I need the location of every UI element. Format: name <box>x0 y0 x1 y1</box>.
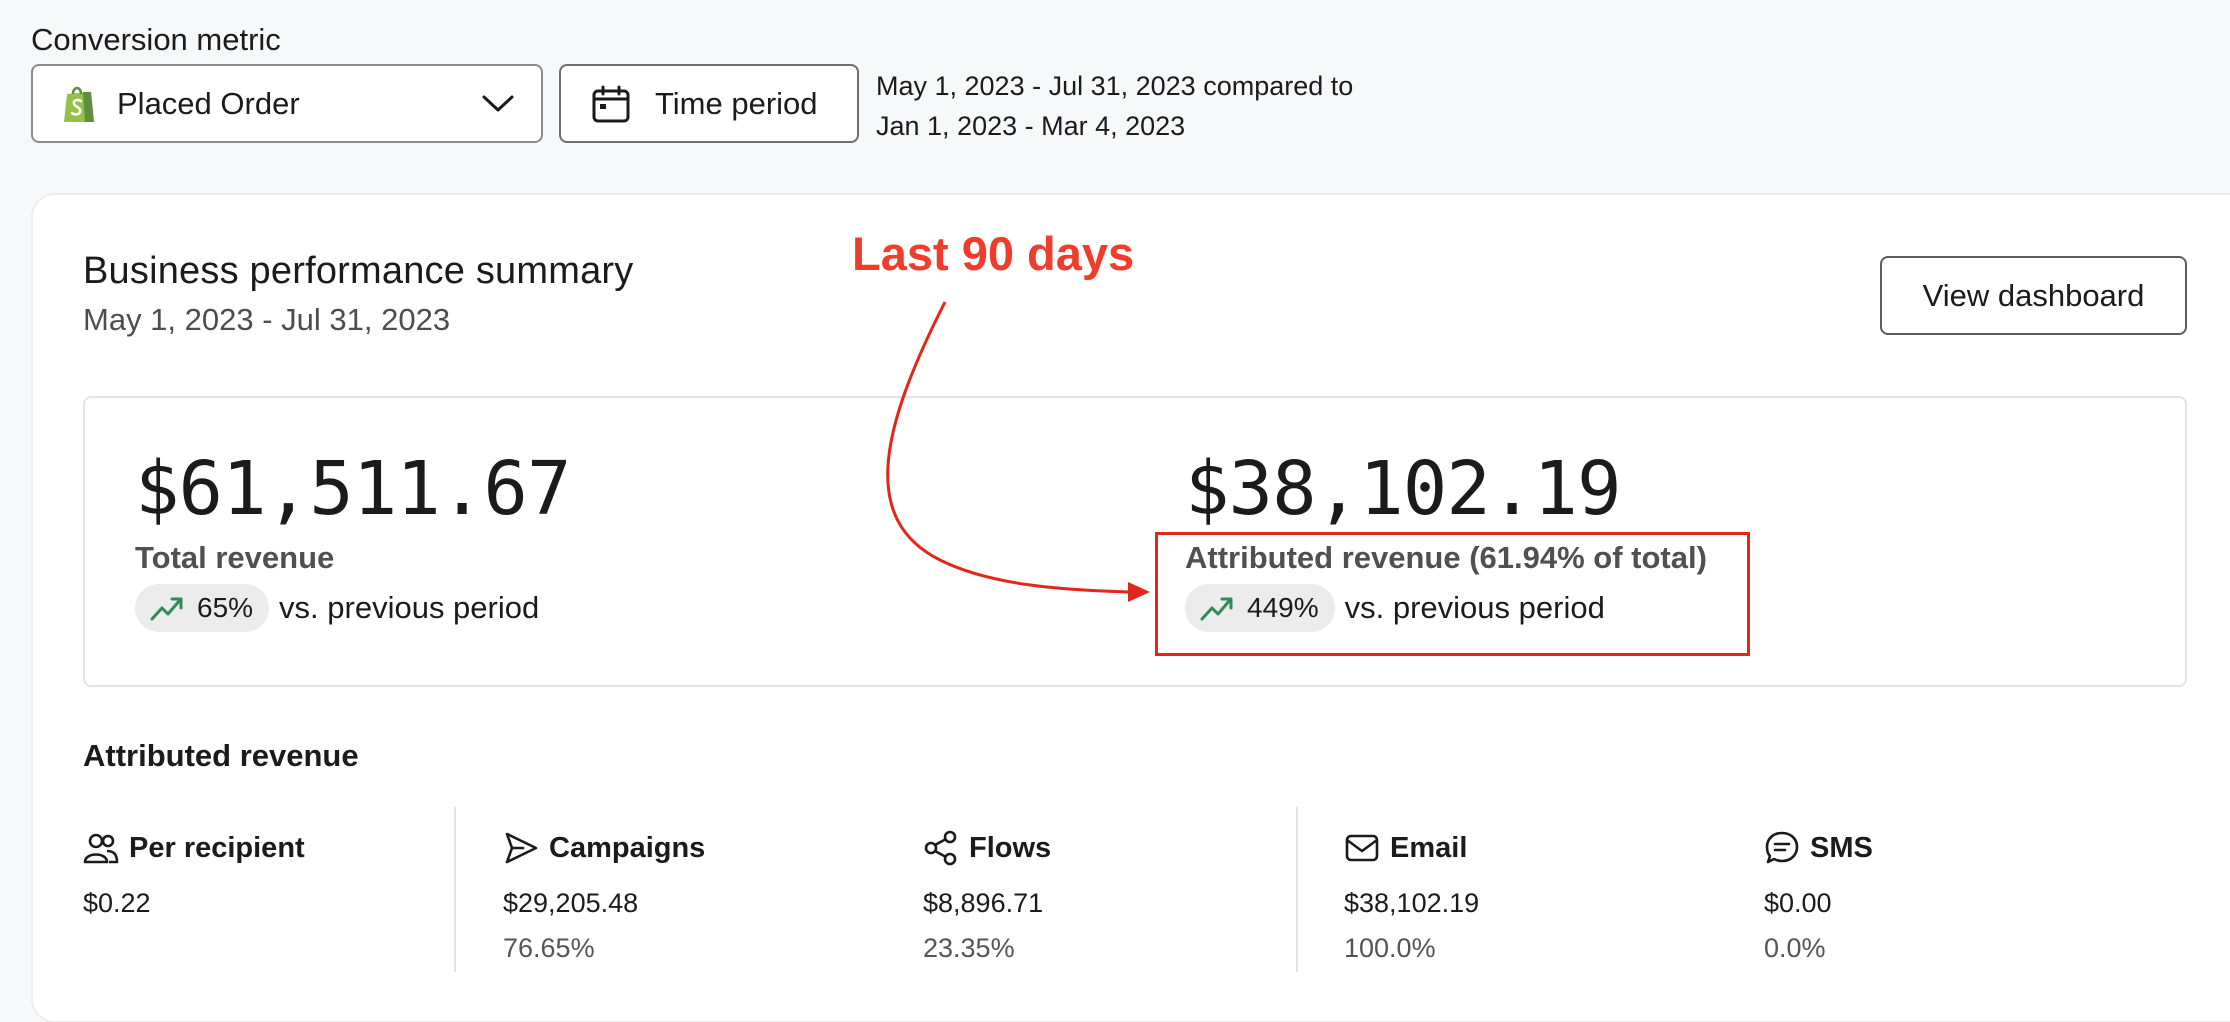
attributed-revenue-label: Attributed revenue (61.94% of total) <box>1185 540 1707 575</box>
stat-campaigns: Campaigns $29,205.48 76.65% <box>503 830 883 964</box>
divider <box>454 807 456 972</box>
stat-value: $0.22 <box>83 888 151 918</box>
total-revenue-label: Total revenue <box>135 540 335 575</box>
conversion-metric-value: Placed Order <box>117 85 300 121</box>
time-period-label: Time period <box>655 85 818 121</box>
mail-icon <box>1345 834 1379 862</box>
comparison-range: May 1, 2023 - Jul 31, 2023 compared to J… <box>876 66 1353 146</box>
range-line-2: Jan 1, 2023 - Mar 4, 2023 <box>876 111 1186 141</box>
business-summary-card: Business performance summary May 1, 2023… <box>31 193 2230 1022</box>
stat-label: SMS <box>1810 831 1873 864</box>
sms-icon <box>1765 831 1799 864</box>
conversion-metric-select[interactable]: Placed Order <box>31 64 543 143</box>
vs-previous-label: vs. previous period <box>1344 590 1605 625</box>
attributed-revenue-title: Attributed revenue <box>83 738 359 773</box>
stat-per-recipient: Per recipient $0.22 <box>83 830 463 919</box>
trend-up-icon <box>1200 597 1233 621</box>
conversion-metric-label: Conversion metric <box>31 22 281 57</box>
divider <box>1296 807 1298 972</box>
vs-previous-label: vs. previous period <box>279 590 540 625</box>
stat-label: Email <box>1390 831 1468 864</box>
stat-percent: 100.0% <box>1344 933 1436 963</box>
calendar-icon <box>592 85 630 122</box>
flows-icon <box>924 830 957 866</box>
stat-label: Flows <box>969 831 1052 864</box>
highlight-box <box>1155 532 1750 656</box>
trend-up-icon <box>150 597 183 621</box>
stat-value: $0.00 <box>1764 888 1832 918</box>
chevron-down-icon <box>482 95 514 111</box>
change-badge: 65% <box>135 584 270 632</box>
stat-value: $29,205.48 <box>503 888 639 918</box>
change-badge: 449% <box>1185 584 1335 632</box>
range-line-1: May 1, 2023 - Jul 31, 2023 compared to <box>876 71 1354 101</box>
users-icon <box>83 833 119 864</box>
attributed-revenue-value: $38,102.19 <box>1185 446 1622 532</box>
stat-flows: Flows $8,896.71 23.35% <box>923 830 1303 964</box>
stat-percent: 23.35% <box>923 933 1015 963</box>
send-icon <box>505 832 538 864</box>
total-revenue-value: $61,511.67 <box>135 446 572 532</box>
stat-sms: SMS $0.00 0.0% <box>1764 830 2144 964</box>
shopify-bag-icon <box>64 86 94 122</box>
view-dashboard-button[interactable]: View dashboard <box>1880 256 2187 335</box>
stat-percent: 0.0% <box>1764 933 1826 963</box>
stat-email: Email $38,102.19 100.0% <box>1344 830 1724 964</box>
change-percent: 65% <box>197 592 254 623</box>
revenue-box: $61,511.67 Total revenue 65% vs. previou… <box>83 396 2187 687</box>
stat-value: $38,102.19 <box>1344 888 1480 918</box>
stat-label: Per recipient <box>129 831 305 864</box>
card-date-range: May 1, 2023 - Jul 31, 2023 <box>83 302 451 337</box>
total-revenue-change: 65% vs. previous period <box>135 584 539 632</box>
stat-percent: 76.65% <box>503 933 595 963</box>
card-title: Business performance summary <box>83 250 634 292</box>
annotation-text: Last 90 days <box>852 227 1135 280</box>
time-period-button[interactable]: Time period <box>559 64 859 143</box>
stat-value: $8,896.71 <box>923 888 1044 918</box>
stat-label: Campaigns <box>549 831 706 864</box>
attributed-revenue-change: 449% vs. previous period <box>1185 584 1605 632</box>
change-percent: 449% <box>1247 592 1319 623</box>
